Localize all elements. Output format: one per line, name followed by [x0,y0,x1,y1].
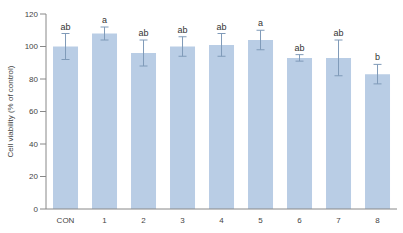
svg-text:ab: ab [217,22,227,32]
svg-text:4: 4 [219,216,224,225]
svg-text:3: 3 [180,216,185,225]
svg-text:a: a [258,18,263,28]
svg-text:ab: ab [139,28,149,38]
svg-text:2: 2 [141,216,146,225]
svg-text:0: 0 [34,205,39,214]
svg-text:1: 1 [102,216,107,225]
svg-text:7: 7 [336,216,341,225]
svg-text:20: 20 [29,172,38,181]
svg-text:ab: ab [295,43,305,53]
svg-text:b: b [375,52,380,62]
svg-text:80: 80 [29,75,38,84]
svg-text:ab: ab [61,22,71,32]
svg-text:40: 40 [29,140,38,149]
svg-text:60: 60 [29,107,38,116]
svg-text:a: a [102,15,107,25]
svg-text:CON: CON [57,216,75,225]
svg-text:120: 120 [25,10,39,19]
svg-text:Cell viability (% of control): Cell viability (% of control) [8,65,15,157]
svg-text:ab: ab [178,25,188,35]
svg-text:100: 100 [25,42,39,51]
svg-text:ab: ab [334,28,344,38]
svg-text:6: 6 [297,216,302,225]
svg-text:8: 8 [375,216,380,225]
svg-text:5: 5 [258,216,263,225]
